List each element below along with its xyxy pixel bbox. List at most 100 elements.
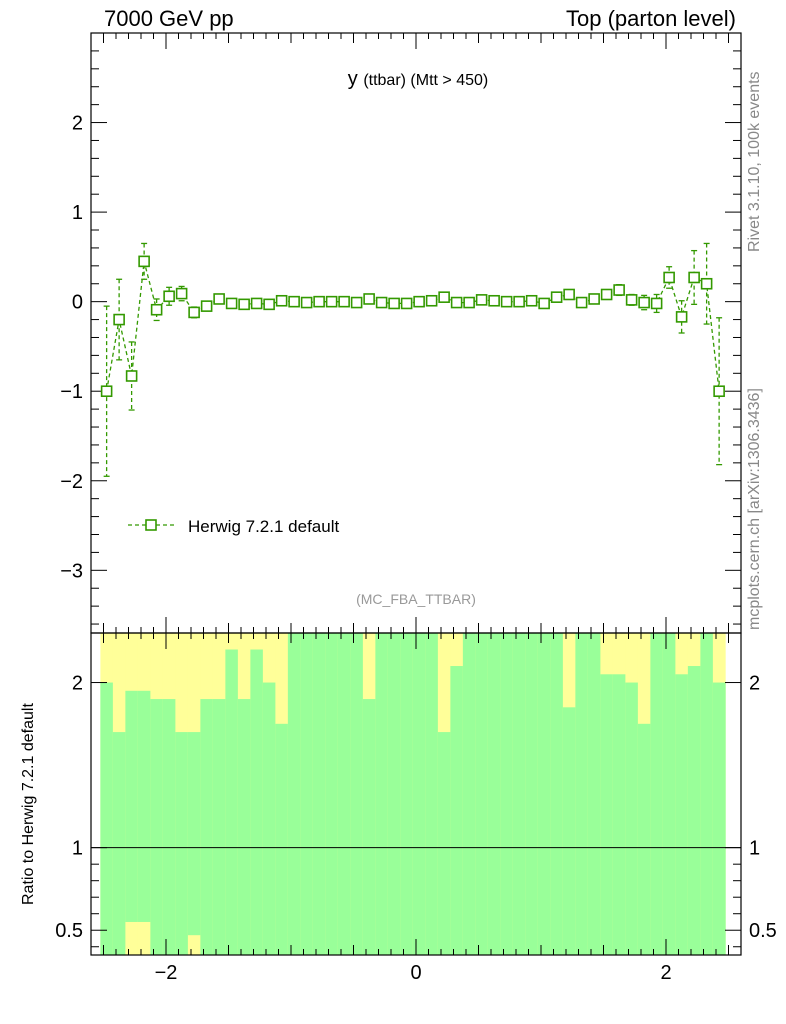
ratio-inner-band	[225, 649, 239, 955]
data-point	[225, 297, 238, 310]
ratio-inner-band	[412, 633, 426, 955]
y-tick-label: 1	[72, 202, 83, 224]
data-point	[550, 291, 563, 303]
y-tick-label: −3	[60, 560, 83, 582]
ratio-y-tick-label: 1	[749, 838, 760, 860]
data-point	[400, 297, 413, 310]
data-point	[463, 296, 475, 309]
ratio-inner-band	[187, 732, 201, 936]
data-point	[313, 295, 325, 308]
ratio-y-tick-label: 0.5	[55, 920, 83, 942]
ratio-inner-band	[662, 633, 676, 955]
ratio-inner-band	[212, 699, 226, 955]
ratio-inner-band	[462, 633, 476, 955]
ratio-inner-band	[325, 633, 339, 955]
ratio-bands	[100, 633, 726, 955]
data-point	[500, 295, 513, 308]
data-point	[175, 287, 188, 300]
ratio-inner-band	[675, 674, 689, 955]
ratio-inner-band	[550, 633, 564, 955]
data-point	[363, 293, 375, 305]
ratio-y-tick-label: 0.5	[749, 920, 777, 942]
main-plot-frame	[90, 32, 742, 634]
ratio-inner-band	[350, 633, 364, 955]
data-point	[413, 295, 425, 308]
data-point	[688, 271, 700, 284]
data-point	[388, 297, 400, 310]
ratio-inner-band	[437, 732, 451, 955]
ratio-y-tick-label: 1	[72, 838, 83, 860]
data-point	[275, 294, 288, 307]
data-point	[450, 296, 463, 309]
ratio-inner-band	[312, 633, 326, 955]
y-tick-label: −2	[60, 471, 83, 493]
ratio-inner-band	[387, 633, 401, 955]
ratio-inner-band	[137, 690, 151, 922]
ratio-inner-band	[625, 682, 639, 955]
ratio-inner-band	[700, 633, 714, 955]
data-point	[425, 294, 438, 307]
ratio-inner-band	[612, 674, 626, 955]
data-point	[300, 296, 313, 309]
ratio-inner-band	[300, 633, 314, 955]
ratio-inner-band	[237, 699, 251, 955]
ratio-y-axis-label: Ratio to Herwig 7.2.1 default	[20, 703, 37, 905]
ratio-inner-band	[650, 633, 664, 955]
ratio-inner-band	[562, 707, 576, 955]
data-point	[113, 313, 125, 326]
ratio-inner-band	[500, 633, 514, 955]
header-left: 7000 GeV pp	[104, 6, 234, 31]
plot-title: y (ttbar) (Mtt > 450)	[348, 68, 488, 90]
ratio-y-tick-label: 2	[749, 673, 760, 695]
data-point	[238, 298, 250, 311]
ratio-inner-band	[275, 723, 289, 955]
data-point	[188, 306, 200, 319]
ratio-inner-band	[687, 666, 701, 955]
ratio-inner-band	[362, 699, 376, 955]
data-point	[525, 294, 538, 307]
x-tick-label: 0	[410, 962, 421, 984]
ratio-inner-band	[250, 649, 264, 955]
data-point	[288, 295, 300, 308]
data-point	[563, 288, 575, 301]
data-point	[613, 284, 625, 296]
ratio-inner-band	[425, 633, 439, 955]
ratio-inner-band	[587, 633, 601, 955]
data-point	[125, 370, 138, 382]
data-point	[713, 385, 725, 398]
data-point	[325, 295, 338, 308]
data-point	[438, 291, 450, 303]
data-point	[200, 300, 213, 312]
main-axis-ticks: −3 −2 −1 0 1 2 −2 0 2	[60, 32, 742, 984]
header-right: Top (parton level)	[566, 6, 736, 31]
data-point	[625, 294, 638, 306]
data-point	[488, 294, 500, 307]
ratio-inner-band	[600, 674, 614, 955]
x-tick-label: −2	[155, 962, 178, 984]
legend-marker	[145, 519, 157, 531]
ratio-inner-band	[150, 699, 164, 955]
data-point	[538, 297, 550, 310]
ratio-inner-band	[525, 633, 539, 955]
data-point	[150, 303, 163, 316]
ratio-axis-ticks: 0.5 0.5 1 1 2 2	[55, 673, 777, 948]
ratio-inner-band	[287, 633, 301, 955]
ratio-inner-band	[375, 633, 389, 955]
ratio-inner-band	[100, 682, 114, 955]
ratio-inner-band	[337, 633, 351, 955]
y-tick-label: 0	[72, 292, 83, 314]
series-herwig	[100, 242, 725, 477]
ratio-inner-band	[537, 633, 551, 955]
data-point	[575, 296, 588, 309]
ratio-inner-band	[400, 633, 414, 955]
ratio-y-tick-label: 2	[72, 673, 83, 695]
data-point	[263, 298, 275, 311]
data-point	[138, 255, 150, 268]
source-label: mcplots.cern.ch [arXiv:1306.3436]	[746, 388, 763, 630]
data-point	[250, 297, 263, 310]
ratio-inner-band	[112, 732, 126, 955]
ratio-inner-band	[475, 633, 489, 955]
ratio-inner-band	[512, 633, 526, 955]
data-point	[663, 271, 675, 284]
